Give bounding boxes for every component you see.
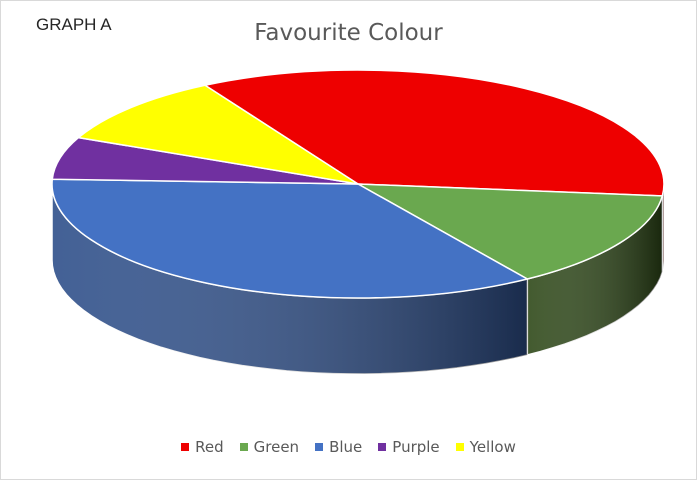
- legend-label: Yellow: [469, 438, 516, 456]
- legend-item-red[interactable]: Red: [181, 438, 224, 456]
- legend-item-blue[interactable]: Blue: [315, 438, 362, 456]
- pie-sides: [51, 183, 665, 375]
- pie-slice-green[interactable]: [357, 183, 664, 280]
- legend-swatch: [315, 443, 324, 451]
- legend-swatch: [239, 443, 248, 451]
- legend-swatch: [378, 443, 387, 451]
- legend-item-yellow[interactable]: Yellow: [455, 438, 516, 456]
- legend: Red Green Blue Purple Yellow: [0, 438, 697, 456]
- legend-label: Purple: [392, 438, 440, 456]
- legend-label: Green: [253, 438, 300, 456]
- legend-item-green[interactable]: Green: [239, 438, 300, 456]
- legend-item-purple[interactable]: Purple: [378, 438, 440, 456]
- graph-label: GRAPH A: [36, 15, 112, 34]
- pie-tops: [51, 69, 665, 299]
- pie-slice-blue[interactable]: [51, 178, 530, 299]
- legend-swatch: [181, 443, 190, 451]
- legend-label: Red: [195, 438, 224, 456]
- pie-slice-red[interactable]: [203, 69, 665, 197]
- legend-swatch: [455, 443, 464, 451]
- legend-label: Blue: [329, 438, 363, 456]
- pie-slice-yellow[interactable]: [76, 84, 359, 185]
- chart-title: Favourite Colour: [254, 20, 443, 46]
